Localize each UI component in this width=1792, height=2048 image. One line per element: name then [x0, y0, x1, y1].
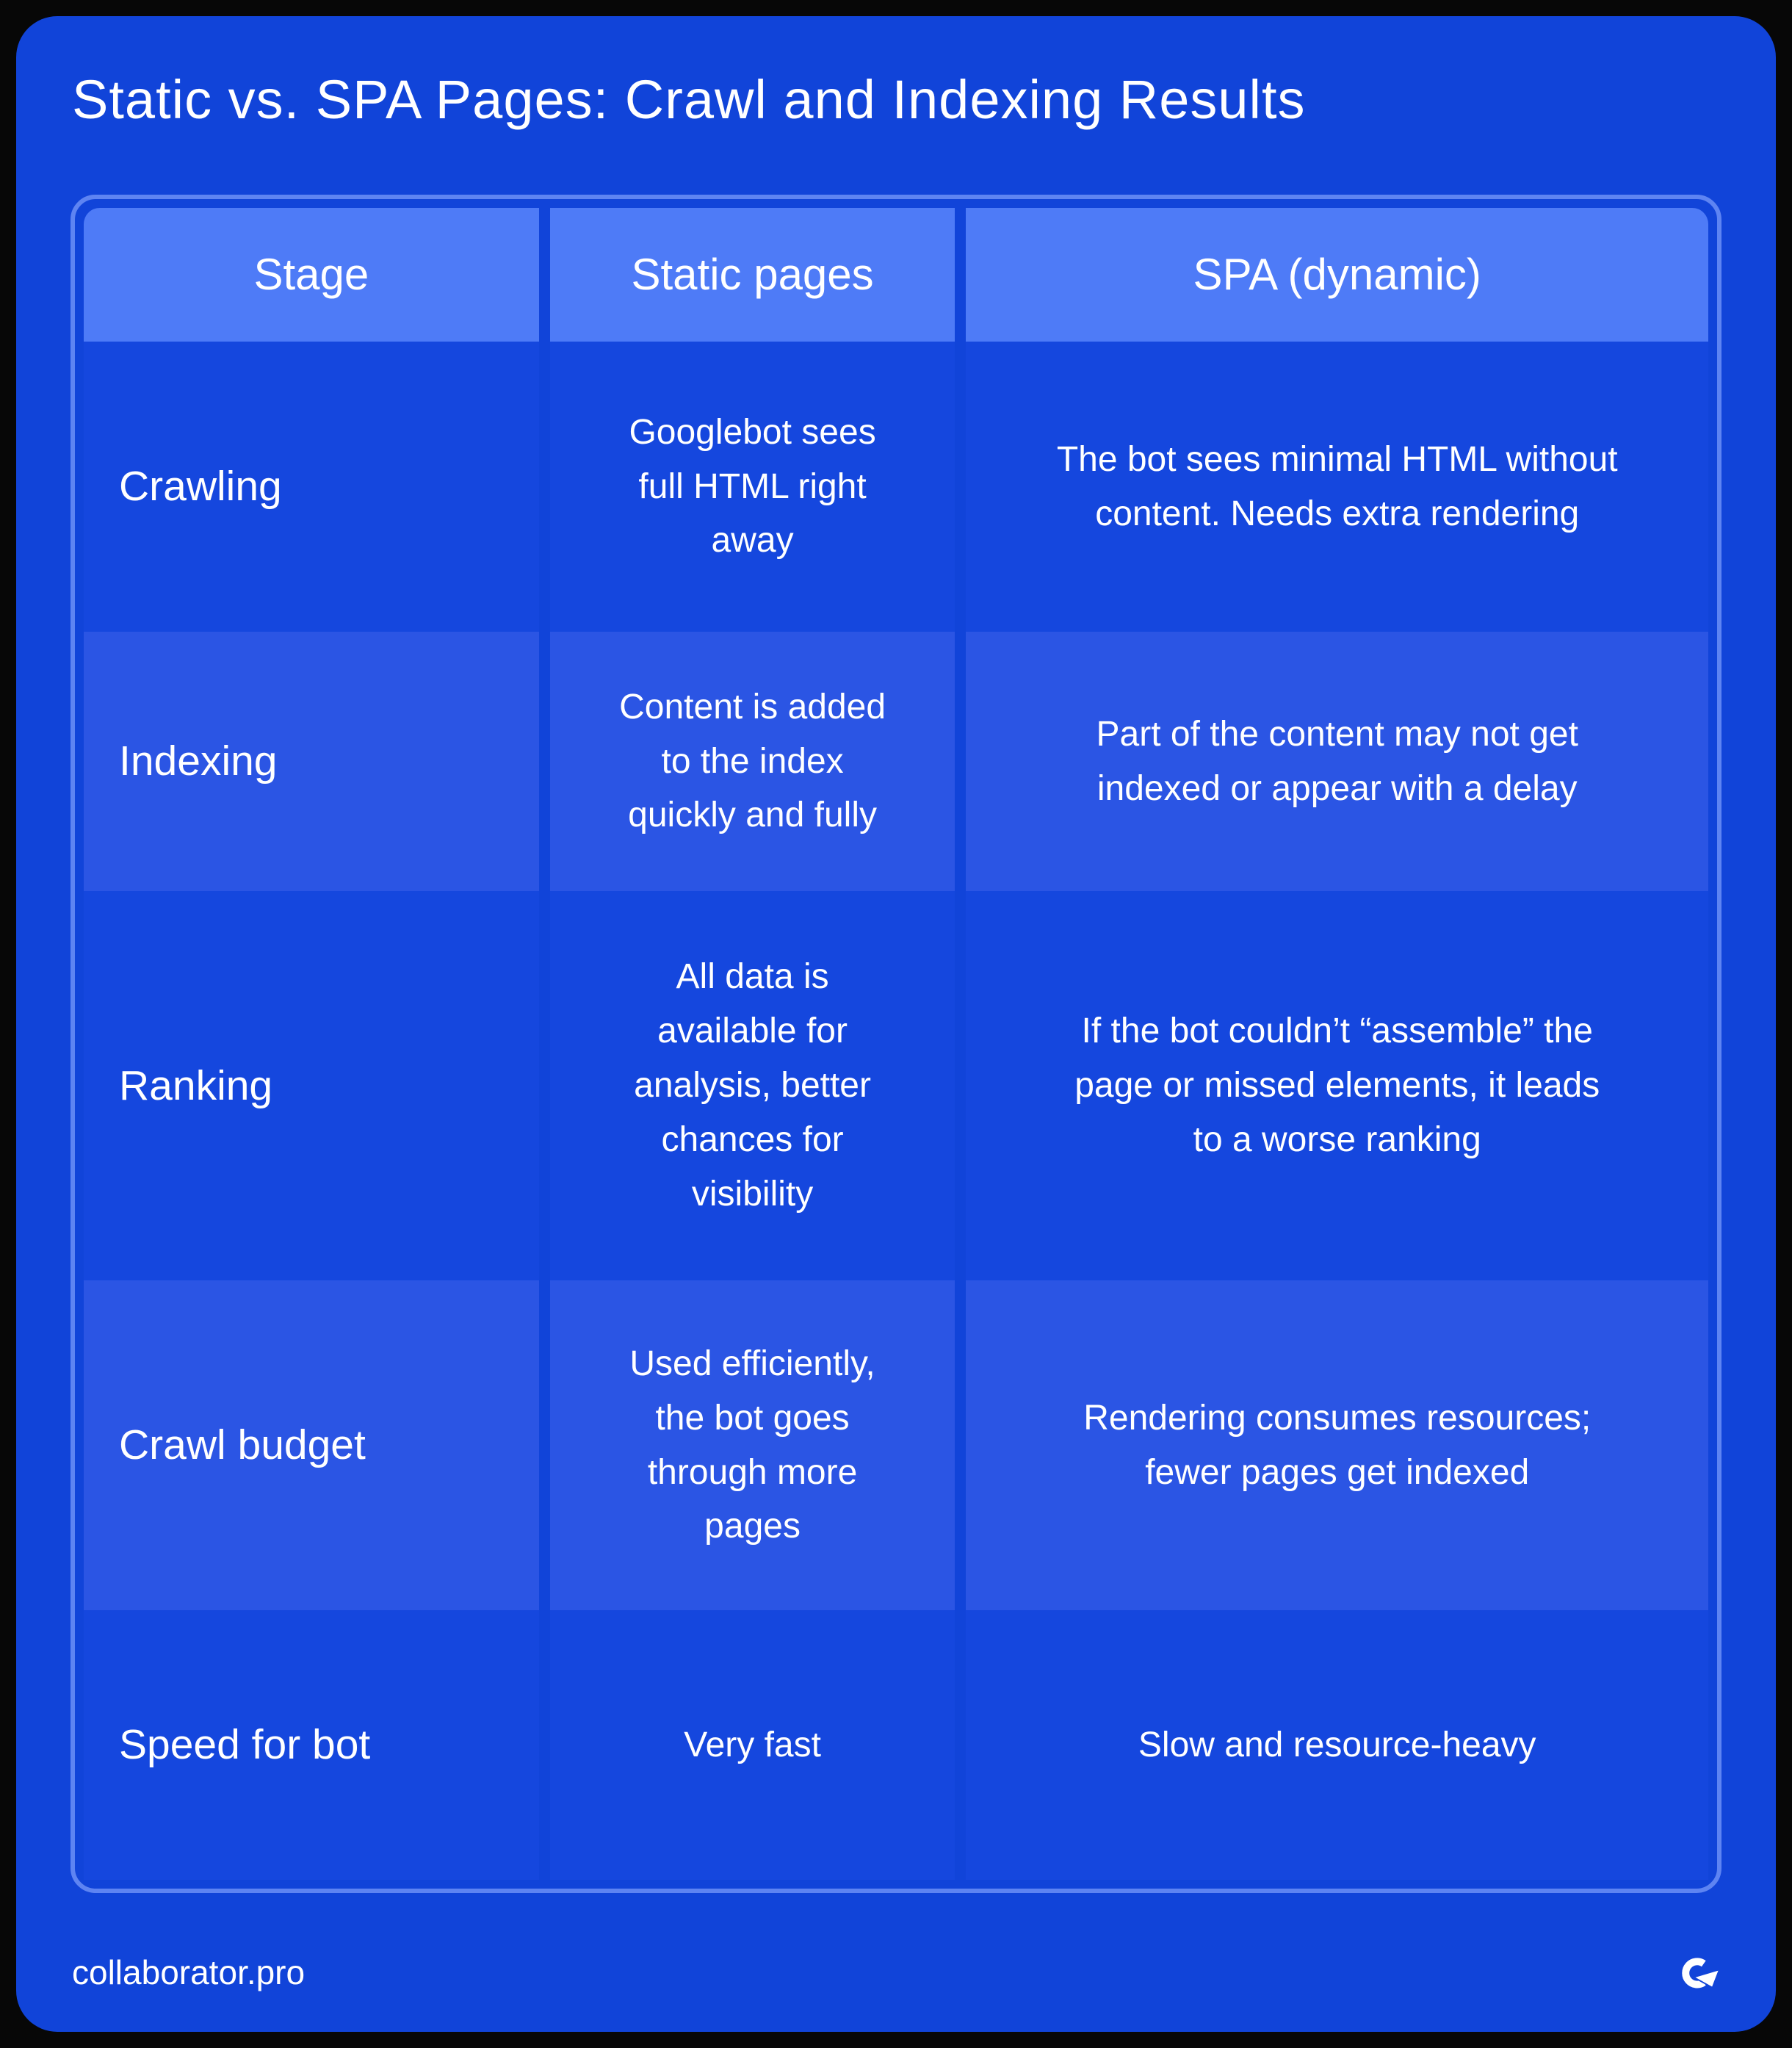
row-ranking-stage-cell: Ranking [84, 891, 539, 1280]
infographic-card: Static vs. SPA Pages: Crawl and Indexing… [16, 16, 1776, 2032]
row-speed-stage-cell: Speed for bot [84, 1610, 539, 1880]
row-ranking-spa-cell: If the bot couldn’t “assemble” the page … [966, 891, 1708, 1280]
comparison-table: Stage Static pages SPA (dynamic) Crawlin… [71, 195, 1721, 1893]
row-speed-spa-cell: Slow and resource-heavy [966, 1610, 1708, 1880]
page-title: Static vs. SPA Pages: Crawl and Indexing… [72, 69, 1306, 130]
row-ranking-static-cell: All data is available for analysis, bett… [549, 891, 955, 1280]
row-crawl-budget-spa-cell: Rendering consumes resources; fewer page… [966, 1280, 1708, 1610]
collaborator-logo-icon [1682, 1958, 1721, 1989]
footer-site-name: collaborator.pro [72, 1953, 306, 1991]
column-header-spa-dynamic: SPA (dynamic) [966, 208, 1708, 342]
row-crawling-static-cell: Googlebot sees full HTML right away [549, 342, 955, 632]
column-header-static-pages: Static pages [549, 208, 955, 342]
column-header-stage: Stage [84, 208, 539, 342]
row-crawl-budget-stage-cell: Crawl budget [84, 1280, 539, 1610]
row-crawling-stage-cell: Crawling [84, 342, 539, 632]
row-crawling-spa-cell: The bot sees minimal HTML without conten… [966, 342, 1708, 632]
row-crawl-budget-static-cell: Used efficiently, the bot goes through m… [549, 1280, 955, 1610]
row-indexing-stage-cell: Indexing [84, 632, 539, 891]
row-indexing-spa-cell: Part of the content may not get indexed … [966, 632, 1708, 891]
row-speed-static-cell: Very fast [549, 1610, 955, 1880]
row-indexing-static-cell: Content is added to the index quickly an… [549, 632, 955, 891]
